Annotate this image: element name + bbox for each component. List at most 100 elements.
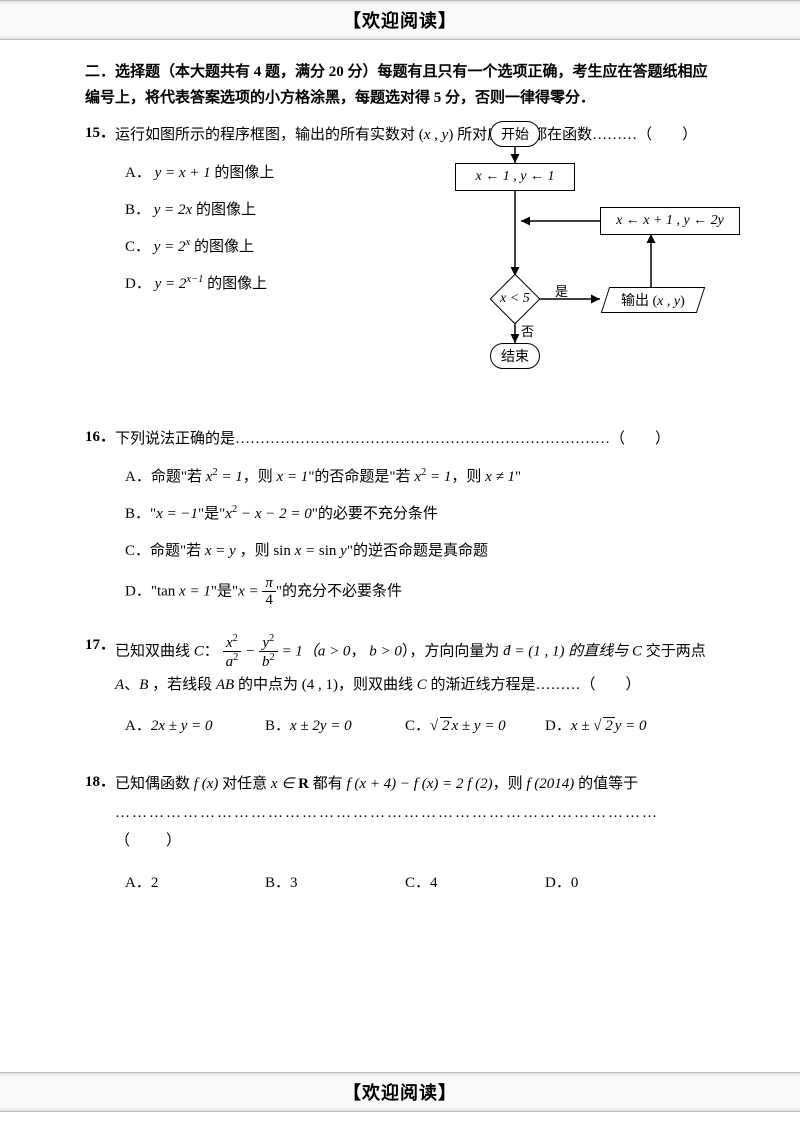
q15-d-tail: 的图像上 — [203, 276, 267, 292]
q16-opt-d: D．"tan x = 1"是"x = π4"的充分不必要条件 — [125, 575, 715, 609]
q17C2: C — [632, 643, 642, 659]
q18-opt-d: D．0 — [545, 870, 685, 897]
q16-opt-a: A．命题"若 x2 = 1，则 x = 1"的否命题是"若 x2 = 1，则 x… — [125, 464, 715, 491]
q17col: ： — [204, 643, 219, 659]
q17lc: C． — [405, 718, 430, 734]
q18oc: 4 — [430, 875, 438, 891]
q15-stem-a: 运行如图所示的程序框图，输出的所有实数对 ( — [115, 127, 424, 143]
q17A: A — [115, 677, 124, 693]
flow-output: 输出 (x , y) — [601, 287, 705, 313]
q15-opt-c: C． y = 2x 的图像上 — [125, 234, 375, 261]
q16a3: x = 1 — [277, 469, 309, 485]
q18lb: B． — [265, 875, 290, 891]
q15-opt-a: A． y = x + 1 的图像上 — [125, 160, 375, 187]
q15-b-math: y = 2x — [154, 202, 192, 218]
q16-lc: C． — [125, 543, 150, 559]
q15-c-pre: y = 2 — [154, 239, 186, 255]
q16-opt-c: C．命题"若 x = y ，则 sin x = sin y"的逆否命题是真命题 — [125, 538, 715, 565]
q18xin: x ∈ — [271, 776, 298, 792]
q16d4: "的充分不必要条件 — [276, 583, 402, 599]
q18eq: f (x + 4) − f (x) = 2 f (2) — [346, 776, 492, 792]
q17ocs: 2 — [440, 717, 452, 734]
q17ob: x ± 2y = 0 — [290, 718, 352, 734]
flow-end: 结束 — [490, 343, 540, 369]
q17s3: 交于两点 — [642, 643, 706, 659]
q18-opt-c: C．4 — [405, 870, 545, 897]
q18od: 0 — [571, 875, 579, 891]
q16c0: 命题"若 — [150, 543, 205, 559]
q17dv: d — [503, 643, 511, 659]
q18-stem: 已知偶函数 f (x) 对任意 x ∈ R 都有 f (x + 4) − f (… — [115, 770, 715, 856]
flow-no: 否 — [521, 321, 534, 340]
q15-c-tail: 的图像上 — [190, 239, 254, 255]
flow-end-text: 结束 — [501, 346, 529, 366]
question-15: 15． 运行如图所示的程序框图，输出的所有实数对 (x , y) 所对应的点都在… — [85, 121, 715, 401]
label-d: D． — [125, 276, 151, 292]
q16c4: "的逆否命题是真命题 — [347, 543, 488, 559]
q18la: A． — [125, 875, 151, 891]
q18ld: D． — [545, 875, 571, 891]
q18dots: ……………………………………………………………………………………（ ） — [115, 805, 659, 850]
q17ocr: x ± y = 0 — [452, 718, 506, 734]
flow-start-text: 开始 — [501, 124, 529, 144]
q17oa: 2x ± y = 0 — [151, 718, 213, 734]
flowchart-lines — [425, 121, 745, 381]
q18-options: A．2 B．3 C．4 D．0 — [125, 864, 715, 903]
page-content: 二．选择题（本大题共有 4 题，满分 20 分）每题有且只有一个选项正确，考生应… — [0, 40, 800, 903]
q16a4: "的否命题是"若 — [308, 469, 414, 485]
q17s2: ），方向向量为 — [402, 643, 503, 659]
flowchart: 开始 x ← 1 , y ← 1 x ← x + 1 , y ← 2y x < … — [425, 121, 745, 381]
q18fx: f (x) — [194, 776, 219, 792]
q15-b-tail: 的图像上 — [192, 202, 256, 218]
q15-a-tail: 的图像上 — [211, 165, 275, 181]
q15-number: 15． — [85, 121, 115, 142]
q18R: R — [298, 776, 309, 792]
q18lc: C． — [405, 875, 430, 891]
question-17: 17． 已知双曲线 C： x2a2 − y2b2 = 1（a > 0， b > … — [85, 633, 715, 747]
q17-opt-c: C． 2x ± y = 0 — [405, 713, 545, 740]
q17ld: D． — [545, 718, 571, 734]
q16d3d: 4 — [262, 592, 276, 609]
q17-stem: 已知双曲线 C： x2a2 − y2b2 = 1（a > 0， b > 0），方… — [115, 633, 715, 700]
q17m: − — [241, 643, 259, 659]
q18s1: 已知偶函数 — [115, 776, 194, 792]
q17B: B — [139, 677, 148, 693]
flow-init-text: x ← 1 , y ← 1 — [476, 169, 555, 185]
label-a: A． — [125, 165, 151, 181]
q17-number: 17． — [85, 633, 115, 654]
q17AB: AB — [216, 677, 234, 693]
q15-opt-d: D． y = 2x−1 的图像上 — [125, 271, 375, 298]
q15-d-sup: x−1 — [186, 274, 203, 285]
q18s5: 的值等于 — [574, 776, 638, 792]
q16d3a: x = — [238, 583, 262, 599]
q16a7: x ≠ 1 — [485, 469, 515, 485]
question-16: 16． 下列说法正确的是…………………………………………………………………（ ）… — [85, 425, 715, 609]
q18-number: 18． — [85, 770, 115, 791]
flow-out-post: ) — [680, 294, 685, 309]
flow-start: 开始 — [490, 121, 540, 147]
q15-a-math: y = x + 1 — [155, 165, 211, 181]
q15-opt-b: B． y = 2x 的图像上 — [125, 197, 375, 224]
q17ac: a > 0 — [318, 643, 351, 659]
q17dval: = (1 , 1) 的直线与 — [511, 643, 632, 659]
q16a1: 命题"若 — [151, 469, 206, 485]
q16-options: A．命题"若 x2 = 1，则 x = 1"的否命题是"若 x2 = 1，则 x… — [125, 464, 715, 609]
q17ods: 2 — [603, 717, 615, 734]
q18oa: 2 — [151, 875, 159, 891]
q16a8: " — [515, 469, 521, 485]
question-18: 18． 已知偶函数 f (x) 对任意 x ∈ R 都有 f (x + 4) −… — [85, 770, 715, 903]
header-title: 【欢迎阅读】 — [343, 7, 457, 33]
q16a2: ，则 — [243, 469, 277, 485]
q16c2: ，则 — [236, 543, 274, 559]
q16-la: A． — [125, 469, 151, 485]
q17lb: B． — [265, 718, 290, 734]
q18s2: 对任意 — [218, 776, 271, 792]
q16b4: "的必要不充分条件 — [312, 506, 438, 522]
q17C: C — [194, 643, 204, 659]
flow-cond-text: x < 5 — [500, 291, 530, 307]
q17s5: 的中点为 (4 , 1)，则双曲线 — [234, 677, 417, 693]
flow-out-mid: x , y — [657, 294, 680, 309]
q17-opt-b: B．x ± 2y = 0 — [265, 713, 405, 740]
q17s4: ，若线段 — [148, 677, 216, 693]
label-c: C． — [125, 239, 150, 255]
